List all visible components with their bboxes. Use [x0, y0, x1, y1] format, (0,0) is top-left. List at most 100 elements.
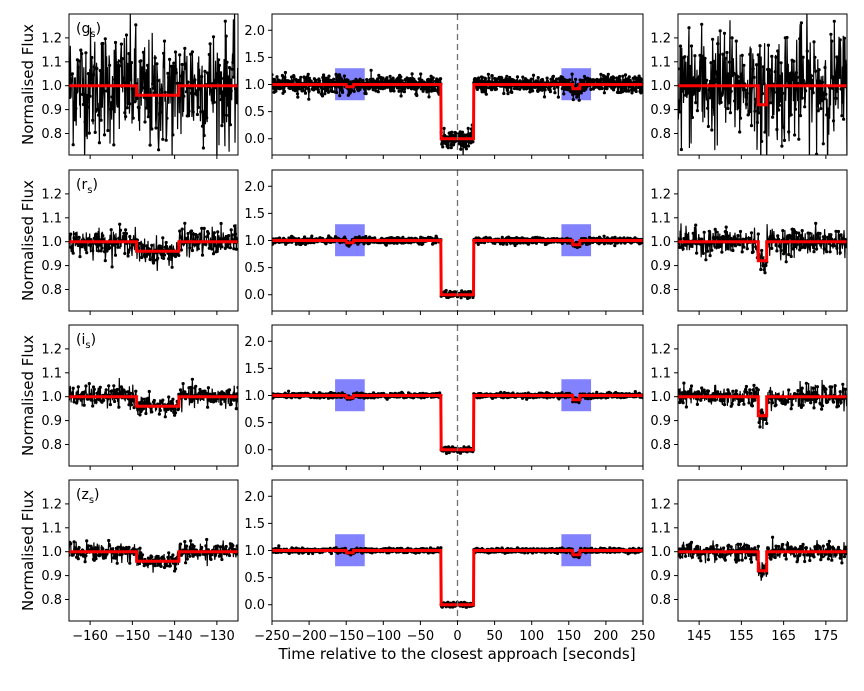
x-tick-label: 0: [453, 629, 461, 644]
y-tick-label: 0.5: [244, 571, 265, 586]
panel-g-left: 0.8 0.9 1.0 1.1 1.2 (gs): [41, 13, 239, 159]
model-line-g: [678, 84, 847, 107]
y-tick-label: 1.1: [41, 521, 62, 536]
y-tick-label: 1.0: [244, 234, 265, 249]
x-tick-label: −150: [328, 629, 364, 644]
y-tick-label: 0.8: [41, 593, 62, 608]
model-line-z: [678, 550, 847, 573]
panel-g-right: 0.8 0.9 1.0 1.1 1.2: [650, 13, 848, 159]
y-tick-label: 0.8: [41, 283, 62, 298]
y-tick-label: 2.0: [244, 180, 265, 195]
y-tick-label: 1.1: [41, 211, 62, 226]
panel-i-right: 0.8 0.9 1.0 1.1 1.2: [650, 324, 848, 470]
y-tick-label: 0.8: [650, 283, 671, 298]
model-line-g: [69, 84, 238, 97]
y-tick-label: 0.8: [650, 593, 671, 608]
band-label: (rs): [76, 177, 98, 196]
x-tick-label: −100: [365, 629, 401, 644]
axes-frame: [677, 169, 848, 312]
y-tick-label: 0.9: [650, 259, 671, 274]
y-tick-label: 0.8: [650, 127, 671, 142]
y-tick-label: 1.0: [650, 390, 671, 405]
y-tick-label: 0.0: [244, 443, 265, 458]
y-tick-label: 1.2: [650, 497, 671, 512]
y-tick-label: 1.0: [650, 235, 671, 250]
y-tick-label: 1.2: [650, 187, 671, 202]
x-tick-label: 145: [687, 629, 712, 644]
y-tick-label: 1.1: [650, 55, 671, 70]
axes-frame: [68, 169, 239, 312]
panel-g-middle: 0.0 0.5 1.0 1.5 2.0: [244, 13, 644, 159]
panel-z-middle: 0.0 0.5 1.0 1.5 2.0 −250 −200 −150 −100 −50 0 50 100…: [244, 479, 656, 644]
y-tick-label: 2.0: [244, 490, 265, 505]
y-tick-label: 0.0: [244, 288, 265, 303]
axes-frame: [677, 479, 848, 622]
x-tick-label: 150: [556, 629, 581, 644]
data-markers-r: [678, 221, 847, 275]
y-tick-label: 1.0: [650, 545, 671, 560]
y-tick-label: 1.2: [650, 31, 671, 46]
model-line-z: [69, 550, 238, 563]
y-tick-label: 1.5: [244, 362, 265, 377]
model-line-i: [69, 395, 238, 408]
y-axis-label: Normalised Flux: [19, 24, 37, 145]
y-tick-label: 0.5: [244, 261, 265, 276]
x-tick-label: −50: [407, 629, 434, 644]
y-tick-label: 1.1: [650, 211, 671, 226]
y-tick-label: 1.0: [41, 545, 62, 560]
y-tick-label: 0.0: [244, 598, 265, 613]
y-tick-label: 1.2: [41, 31, 62, 46]
panel-r-right: 0.8 0.9 1.0 1.1 1.2: [650, 169, 848, 315]
y-tick-label: 0.9: [41, 259, 62, 274]
y-tick-label: 0.9: [650, 569, 671, 584]
y-tick-label: 1.5: [244, 207, 265, 222]
y-tick-label: 0.5: [244, 105, 265, 120]
x-tick-label: 175: [813, 629, 838, 644]
y-tick-label: 1.0: [41, 79, 62, 94]
y-tick-label: 1.1: [650, 521, 671, 536]
y-tick-label: 0.5: [244, 416, 265, 431]
panel-i-middle: 0.0 0.5 1.0 1.5 2.0: [244, 324, 644, 470]
y-tick-label: 0.9: [41, 103, 62, 118]
y-tick-label: 1.5: [244, 51, 265, 66]
x-axis-label: Time relative to the closest approach [s…: [277, 645, 635, 663]
y-tick-label: 1.1: [650, 366, 671, 381]
y-tick-label: 1.5: [244, 517, 265, 532]
y-tick-label: 1.2: [41, 187, 62, 202]
band-label: (is): [76, 332, 96, 351]
panel-z-left: 0.8 0.9 1.0 1.1 1.2 −160 −150 −140 −130 (zs): [41, 479, 239, 644]
y-tick-label: 1.0: [41, 235, 62, 250]
x-tick-label: 100: [519, 629, 544, 644]
y-tick-label: 1.0: [650, 79, 671, 94]
data-series-z: [69, 539, 238, 573]
x-tick-label: −160: [72, 629, 108, 644]
y-axis-label: Normalised Flux: [19, 490, 37, 611]
x-tick-label: 250: [631, 629, 656, 644]
x-tick-label: −250: [254, 629, 290, 644]
model-line-r: [678, 240, 847, 263]
y-axis-label: Normalised Flux: [19, 180, 37, 301]
axes-frame: [68, 13, 239, 156]
axes-frame: [68, 479, 239, 622]
x-tick-label: −130: [199, 629, 235, 644]
x-tick-label: −140: [157, 629, 193, 644]
model-line-i: [678, 395, 847, 418]
panel-r-left: 0.8 0.9 1.0 1.1 1.2 (rs): [41, 169, 239, 315]
x-tick-label: 155: [729, 629, 754, 644]
axes-frame: [68, 324, 239, 467]
y-tick-label: 0.9: [650, 103, 671, 118]
y-tick-label: 2.0: [244, 335, 265, 350]
y-tick-label: 1.0: [244, 78, 265, 93]
y-tick-label: 0.9: [650, 414, 671, 429]
y-tick-label: 0.9: [41, 569, 62, 584]
panel-r-middle: 0.0 0.5 1.0 1.5 2.0: [244, 169, 644, 315]
x-tick-label: 50: [486, 629, 503, 644]
model-line-r: [69, 240, 238, 253]
panel-i-left: 0.8 0.9 1.0 1.1 1.2 (is): [41, 324, 239, 470]
y-tick-label: 2.0: [244, 24, 265, 39]
y-tick-label: 1.1: [41, 366, 62, 381]
y-tick-label: 1.0: [244, 544, 265, 559]
x-tick-label: 165: [771, 629, 796, 644]
y-tick-label: 1.2: [41, 497, 62, 512]
